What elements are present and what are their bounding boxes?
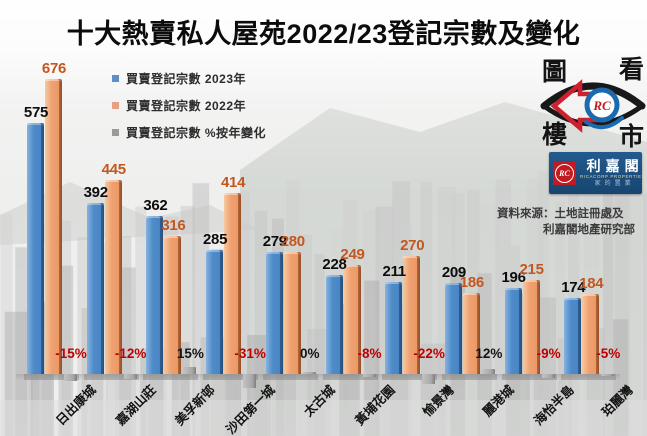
value-label-2022: 414 — [221, 174, 246, 191]
value-label-2022: 186 — [459, 274, 484, 291]
value-label-2023: 211 — [382, 263, 407, 280]
value-label-2022: 280 — [280, 233, 305, 250]
ricacorp-logo: RC 利嘉閣 RICACORP PROPERTIES 家的置業 — [549, 152, 645, 194]
bar-2023 — [325, 275, 343, 374]
bar-group: 279 280 0% 太古城 — [263, 0, 338, 419]
chart-legend: 買賣登記宗數 2023年 買賣登記宗數 2022年 買賣登記宗數 %按年變化 — [112, 69, 266, 150]
source-line-2: 利嘉閣地產研究部 — [543, 224, 635, 236]
logo-char-top-right: 看 — [618, 56, 644, 84]
pct-bar — [64, 374, 77, 381]
group-pedestal-shadow — [262, 374, 318, 380]
ricacorp-red-square-icon: RC — [553, 161, 576, 185]
bar-2023 — [86, 203, 104, 374]
legend-label-2022: 買賣登記宗數 2022年 — [126, 98, 247, 113]
pct-change-label: -5% — [596, 346, 621, 361]
bar-group: 211 270 -22% 愉景灣 — [382, 0, 457, 419]
value-label-2022: 184 — [579, 275, 604, 292]
logo-char-bottom-right: 市 — [618, 123, 644, 151]
legend-label-pct: 買賣登記宗數 %按年變化 — [126, 125, 267, 140]
bar-2022 — [582, 294, 600, 374]
pct-bar — [362, 374, 376, 377]
pct-bar — [123, 374, 137, 379]
pct-change-label: 12% — [475, 346, 503, 361]
ricacorp-name-cn: 利嘉閣 — [586, 157, 644, 174]
ricacorp-slogan: 家的置業 — [594, 180, 635, 187]
bar-2022 — [104, 180, 122, 374]
pct-bar — [481, 369, 495, 374]
page-title: 十大熱賣私人屋苑2022/23登記宗數及變化 — [66, 19, 581, 49]
legend-swatch-2023-icon — [112, 74, 119, 82]
logo-char-top-left: 圖 — [542, 58, 568, 86]
bar-2023 — [27, 123, 44, 374]
pct-change-label: -9% — [536, 346, 561, 361]
pct-bar — [243, 374, 257, 388]
pct-change-label: 15% — [176, 346, 204, 361]
legend-swatch-2022-icon — [112, 101, 119, 109]
pct-change-label: -15% — [55, 346, 87, 361]
legend-item-2022: 買賣登記宗數 2022年 — [112, 96, 266, 114]
pct-change-label: 0% — [300, 346, 320, 361]
bar-2022 — [462, 293, 480, 374]
value-label-2023: 362 — [143, 197, 168, 214]
pct-change-label: -31% — [234, 346, 266, 361]
bar-2023 — [385, 282, 403, 374]
source-note: 資料來源：土地註冊處及 利嘉閣地產研究部 — [497, 206, 635, 238]
value-label-2022: 270 — [400, 237, 425, 254]
pct-change-label: -22% — [413, 346, 445, 361]
ricacorp-rc-monogram: RC — [555, 163, 574, 183]
value-label-2023: 285 — [203, 231, 228, 248]
bar-group: 392 445 -12% 嘉湖山莊 — [84, 0, 159, 428]
pct-bar — [302, 372, 316, 374]
legend-label-2023: 買賣登記宗數 2023年 — [126, 71, 247, 86]
legend-swatch-pct-icon — [112, 128, 119, 136]
pct-bar — [183, 367, 197, 374]
value-label-2022: 215 — [519, 261, 544, 278]
legend-item-2023: 買賣登記宗數 2023年 — [112, 69, 266, 87]
value-label-2022: 316 — [161, 217, 186, 234]
bar-group: 362 316 15% 美孚新邨 — [143, 0, 218, 428]
value-label-2022: 445 — [101, 161, 126, 178]
bar-2022 — [45, 79, 62, 374]
source-line-1: 資料來源：土地註冊處及 — [497, 208, 624, 220]
bar-2023 — [564, 298, 582, 374]
bar-group: 228 249 -8% 黃埔花園 — [322, 0, 397, 428]
pct-change-label: -8% — [357, 346, 382, 361]
bar-2023 — [265, 252, 283, 374]
value-label-2023: 575 — [23, 104, 49, 121]
bar-group: 209 186 12% 麗港城 — [442, 0, 517, 419]
eye-brand-logo: RC 圖 看 樓 市 — [540, 56, 646, 151]
rc-monogram: RC — [592, 98, 611, 113]
pct-bar — [601, 374, 615, 376]
value-label-2022: 249 — [340, 246, 365, 263]
legend-item-pct: 買賣登記宗數 %按年變化 — [112, 123, 266, 141]
value-label-2023: 392 — [83, 184, 108, 201]
bar-2023 — [146, 216, 164, 374]
logo-char-bottom-left: 樓 — [542, 121, 568, 149]
group-pedestal-shadow — [143, 374, 199, 380]
pct-bar — [541, 374, 555, 378]
bar-2023 — [504, 288, 522, 374]
bar-chart-plot-area: 575 676 -15% 日出康城 392 445 -12% 嘉湖山莊 362 316 15% 美孚新… — [24, 0, 636, 436]
bar-group: 285 414 -31% 沙田第一城 — [203, 0, 278, 436]
group-pedestal-shadow — [441, 374, 497, 380]
pct-change-label: -12% — [114, 346, 147, 361]
bar-2023 — [206, 250, 224, 374]
pct-bar — [422, 374, 436, 384]
value-label-2022: 676 — [41, 60, 67, 77]
bar-2023 — [444, 283, 462, 374]
